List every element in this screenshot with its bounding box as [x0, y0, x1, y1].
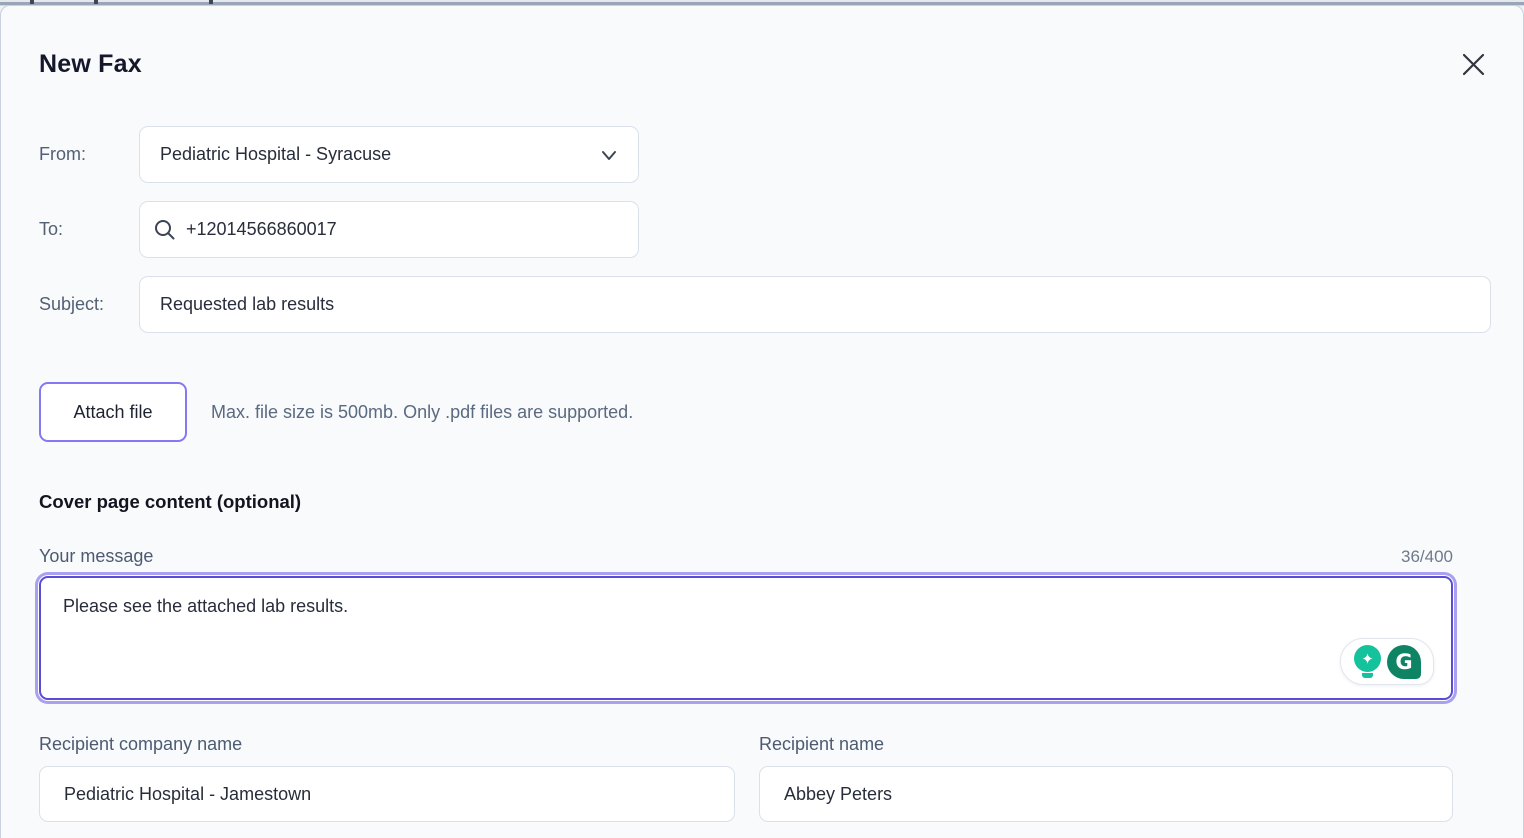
background-page-artifact [30, 0, 34, 4]
subject-input[interactable] [139, 276, 1491, 333]
to-row: To: [39, 201, 639, 258]
modal-title: New Fax [39, 50, 142, 78]
char-counter: 36/400 [1401, 546, 1453, 566]
new-fax-modal: New Fax From: Pediatric Hospital - Syrac… [0, 5, 1524, 838]
background-page-strip [0, 0, 1524, 6]
from-dropdown-value: Pediatric Hospital - Syracuse [160, 144, 392, 164]
recipient-company-label: Recipient company name [39, 734, 243, 754]
grammarly-widget[interactable]: ✦ G [1340, 638, 1434, 685]
from-row: From: Pediatric Hospital - Syracuse [39, 126, 639, 183]
recipient-company-field: Recipient company name [39, 734, 735, 822]
grammarly-icon[interactable]: G [1387, 644, 1421, 679]
recipient-name-field: Recipient name [759, 734, 1453, 822]
search-icon [153, 218, 177, 242]
to-input-wrap [139, 201, 639, 258]
message-label: Your message [39, 546, 154, 566]
subject-row: Subject: [39, 276, 1491, 333]
chevron-down-icon [598, 144, 620, 166]
from-label: From: [39, 144, 86, 164]
message-label-row: Your message 36/400 [39, 546, 1453, 567]
background-page-artifact [209, 0, 213, 4]
from-dropdown[interactable]: Pediatric Hospital - Syracuse [139, 126, 639, 183]
attach-file-button[interactable]: Attach file [39, 382, 187, 442]
close-icon [1460, 51, 1487, 78]
close-button[interactable] [1453, 44, 1493, 84]
recipient-company-input[interactable] [39, 766, 735, 822]
to-label: To: [39, 219, 64, 239]
cover-page-heading: Cover page content (optional) [39, 491, 302, 512]
bulb-base [1362, 673, 1373, 678]
bulb-sparkle: ✦ [1354, 645, 1381, 672]
attach-file-hint: Max. file size is 500mb. Only .pdf files… [211, 401, 634, 422]
recipient-name-input[interactable] [759, 766, 1453, 822]
message-textarea[interactable]: Please see the attached lab results. [39, 576, 1453, 700]
to-input[interactable] [139, 201, 639, 258]
background-page-artifact [94, 0, 98, 4]
subject-label: Subject: [39, 294, 105, 314]
recipient-name-label: Recipient name [759, 734, 885, 754]
suggestion-bulb-icon[interactable]: ✦ [1353, 645, 1382, 678]
